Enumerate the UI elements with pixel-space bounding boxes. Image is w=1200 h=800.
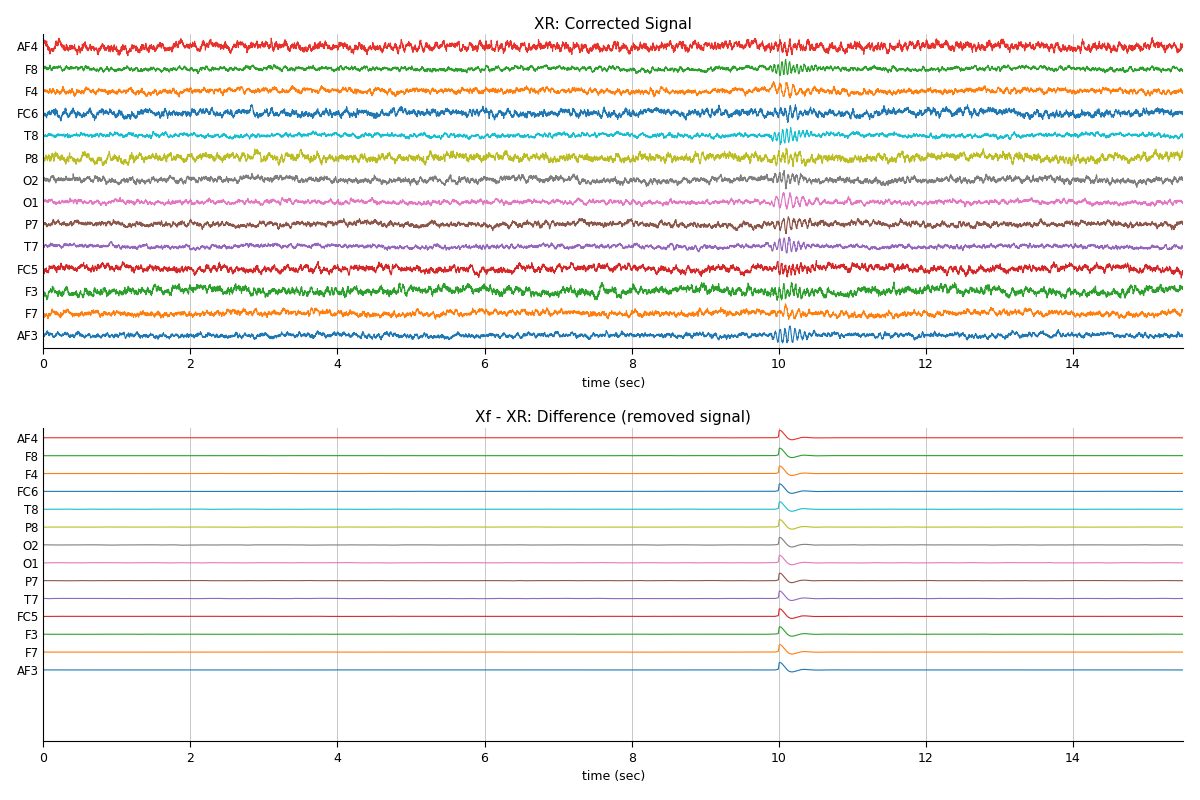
- Title: XR: Corrected Signal: XR: Corrected Signal: [534, 17, 692, 32]
- X-axis label: time (sec): time (sec): [582, 377, 644, 390]
- Title: Xf - XR: Difference (removed signal): Xf - XR: Difference (removed signal): [475, 410, 751, 426]
- X-axis label: time (sec): time (sec): [582, 770, 644, 783]
